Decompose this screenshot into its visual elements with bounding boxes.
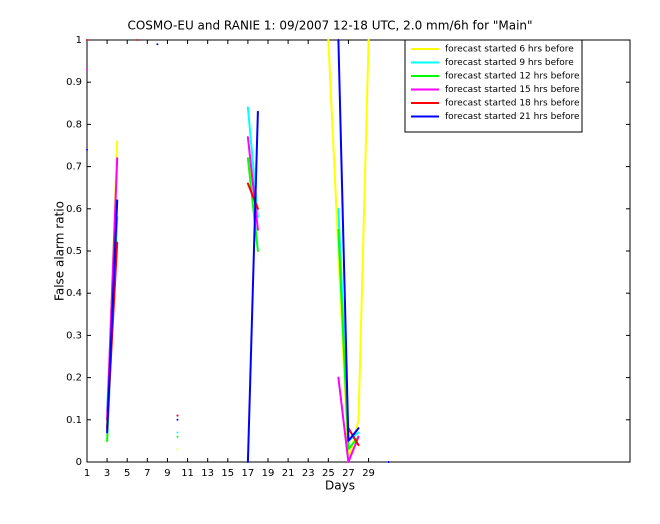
y-tick-label: 1	[76, 35, 82, 46]
legend-label: forecast started 6 hrs before	[445, 45, 574, 55]
legend-label: forecast started 9 hrs before	[445, 58, 574, 68]
x-tick-label: 25	[322, 468, 335, 479]
y-tick-label: 0.9	[66, 77, 82, 88]
y-tick-label: 0.1	[66, 415, 82, 426]
x-tick-label: 7	[144, 468, 150, 479]
x-axis-label: Days	[325, 479, 355, 493]
legend-label: forecast started 21 hrs before	[445, 112, 580, 122]
y-tick-label: 0.7	[66, 162, 82, 173]
legend-label: forecast started 18 hrs before	[445, 99, 580, 109]
x-tick-label: 9	[164, 468, 170, 479]
x-tick-label: 11	[181, 468, 194, 479]
x-tick-label: 1	[84, 468, 90, 479]
y-tick-label: 0.2	[66, 373, 82, 384]
series-line	[86, 39, 390, 463]
x-tick-label: 15	[221, 468, 234, 479]
y-tick-label: 0.5	[66, 246, 82, 257]
x-tick-label: 23	[302, 468, 315, 479]
legend-label: forecast started 12 hrs before	[445, 72, 580, 82]
chart-title: COSMO-EU and RANIE 1: 09/2007 12-18 UTC,…	[127, 19, 532, 33]
x-tick-label: 27	[342, 468, 355, 479]
legend-label: forecast started 15 hrs before	[445, 85, 580, 95]
x-tick-label: 21	[282, 468, 295, 479]
y-axis-label: False alarm ratio	[53, 201, 67, 301]
y-tick-label: 0.8	[66, 119, 82, 130]
y-tick-label: 0	[76, 457, 82, 468]
y-tick-label: 0.3	[66, 330, 82, 341]
y-tick-label: 0.6	[66, 204, 82, 215]
x-tick-label: 29	[362, 468, 375, 479]
x-tick-label: 19	[262, 468, 275, 479]
y-tick-label: 0.4	[66, 288, 82, 299]
x-tick-label: 5	[124, 468, 130, 479]
x-tick-label: 13	[201, 468, 214, 479]
x-tick-label: 17	[242, 468, 255, 479]
x-tick-label: 3	[104, 468, 110, 479]
